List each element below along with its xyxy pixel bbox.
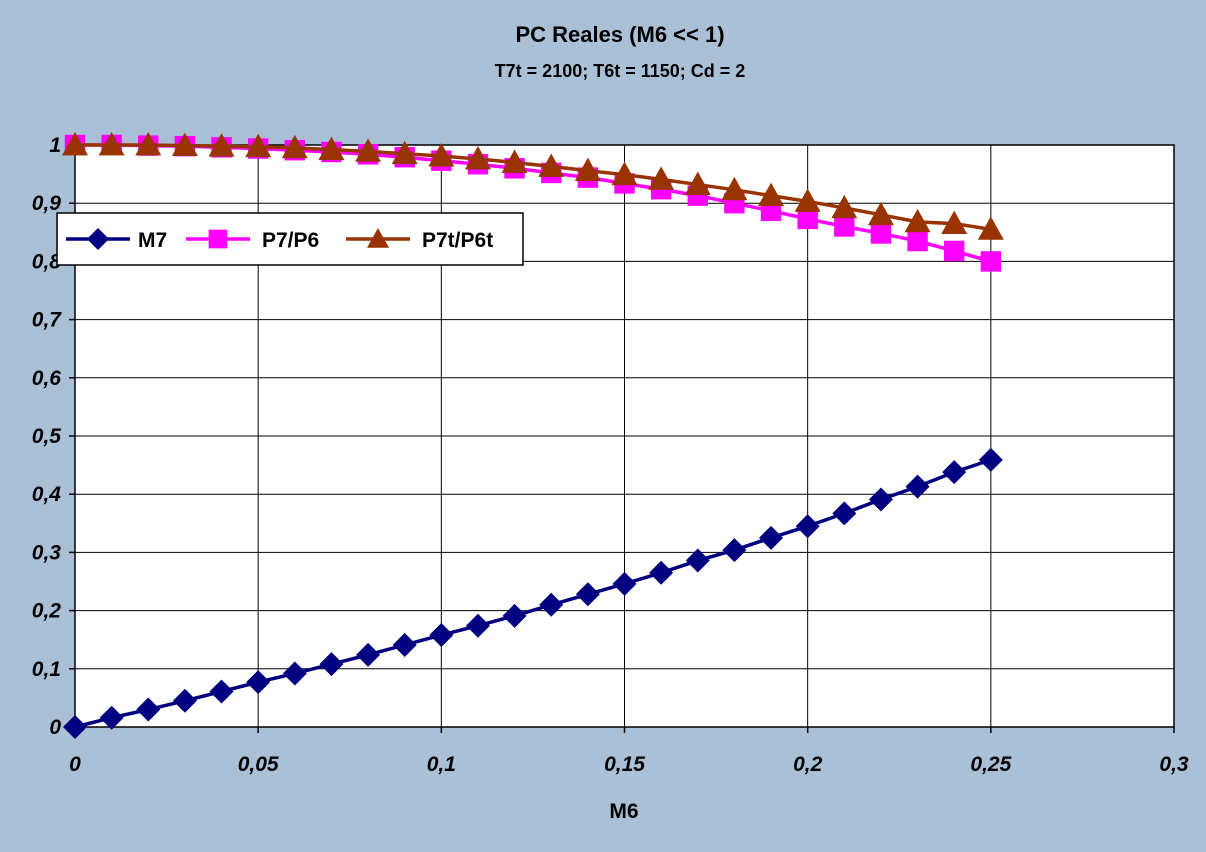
y-tick-label: 0,7 xyxy=(32,309,63,332)
series-m7 xyxy=(63,447,1003,739)
x-axis-label: M6 xyxy=(609,800,638,823)
x-tick-label: 0,2 xyxy=(793,753,823,776)
data-point xyxy=(649,560,674,585)
legend-box xyxy=(56,212,524,266)
legend-label: M7 xyxy=(138,229,167,252)
data-point xyxy=(538,153,565,177)
data-point xyxy=(944,240,965,262)
data-point xyxy=(684,171,711,195)
data-point xyxy=(831,194,858,219)
data-point xyxy=(575,582,600,607)
data-point xyxy=(980,251,1002,272)
data-point xyxy=(318,136,345,161)
data-point xyxy=(904,208,931,233)
y-tick-label: 0,3 xyxy=(32,541,62,564)
data-point xyxy=(907,230,928,252)
data-point xyxy=(978,447,1003,472)
data-point xyxy=(870,223,892,244)
x-tick-label: 0,15 xyxy=(604,753,645,776)
data-point xyxy=(977,216,1004,240)
data-point xyxy=(465,613,490,638)
data-point xyxy=(794,188,821,212)
y-tick-label: 0,1 xyxy=(32,658,61,681)
data-point xyxy=(795,514,820,539)
data-point xyxy=(356,642,381,667)
data-point xyxy=(797,208,818,230)
data-point xyxy=(319,652,344,677)
data-point xyxy=(942,460,967,485)
legend-label: P7t/P6t xyxy=(422,229,493,252)
data-point xyxy=(429,623,454,648)
data-point xyxy=(648,166,675,190)
data-point xyxy=(685,548,710,573)
data-point xyxy=(834,216,855,237)
data-point xyxy=(612,571,637,596)
data-point xyxy=(99,705,124,730)
x-tick-label: 0,05 xyxy=(238,753,279,776)
legend-label: P7/P6 xyxy=(262,229,319,252)
data-point xyxy=(391,140,418,165)
legend-swatch-marker xyxy=(208,229,228,249)
data-point xyxy=(63,715,87,739)
data-point xyxy=(209,679,234,704)
data-point xyxy=(281,134,308,159)
data-point xyxy=(62,132,88,156)
data-point xyxy=(246,670,271,695)
y-tick-label: 0,8 xyxy=(32,250,62,273)
data-point xyxy=(832,501,857,526)
data-point xyxy=(208,133,235,157)
data-point xyxy=(759,525,784,550)
series-layer xyxy=(62,132,1004,739)
legend-swatch-marker xyxy=(367,228,389,248)
series-p7t-p6t xyxy=(62,132,1004,240)
data-point xyxy=(722,538,747,563)
legend-entry: M7 xyxy=(66,228,167,252)
data-point xyxy=(171,132,198,156)
data-point xyxy=(905,474,930,499)
data-point xyxy=(464,145,491,170)
data-point xyxy=(428,143,455,167)
x-tick-label: 0 xyxy=(69,753,81,776)
data-point xyxy=(574,157,601,182)
data-point xyxy=(392,632,417,657)
data-point xyxy=(172,688,197,713)
y-tick-label: 0 xyxy=(49,716,61,739)
y-tick-label: 0,2 xyxy=(32,600,62,623)
data-point xyxy=(502,603,527,628)
data-point xyxy=(501,149,528,173)
data-point xyxy=(98,132,125,156)
x-tick-label: 0,1 xyxy=(427,753,456,776)
data-point xyxy=(282,661,307,686)
data-point xyxy=(355,138,382,162)
data-point xyxy=(721,176,748,201)
data-point xyxy=(867,201,894,226)
y-tick-label: 0,4 xyxy=(32,483,62,506)
data-point xyxy=(135,132,162,156)
data-point xyxy=(758,182,785,207)
data-point xyxy=(868,487,893,512)
legend-entry: P7t/P6t xyxy=(346,228,493,252)
x-tick-label: 0,3 xyxy=(1159,753,1189,776)
y-tick-label: 0,5 xyxy=(32,425,62,448)
data-point xyxy=(539,592,564,617)
legend-entry: P7/P6 xyxy=(186,229,319,252)
legend-swatch-marker xyxy=(87,228,109,250)
y-tick-label: 0,9 xyxy=(32,192,62,215)
data-point xyxy=(136,697,161,722)
y-tick-label: 1 xyxy=(49,134,61,157)
chart-title: PC Reales (M6 << 1) xyxy=(515,22,724,47)
y-tick-label: 0,6 xyxy=(32,367,62,390)
chart-subtitle: T7t = 2100; T6t = 1150; Cd = 2 xyxy=(495,61,746,81)
legend: M7 P7/P6 P7t/P6t xyxy=(56,212,524,266)
data-point xyxy=(941,210,968,234)
data-point xyxy=(611,161,638,186)
x-tick-label: 0,25 xyxy=(970,753,1011,776)
data-point xyxy=(245,133,272,158)
